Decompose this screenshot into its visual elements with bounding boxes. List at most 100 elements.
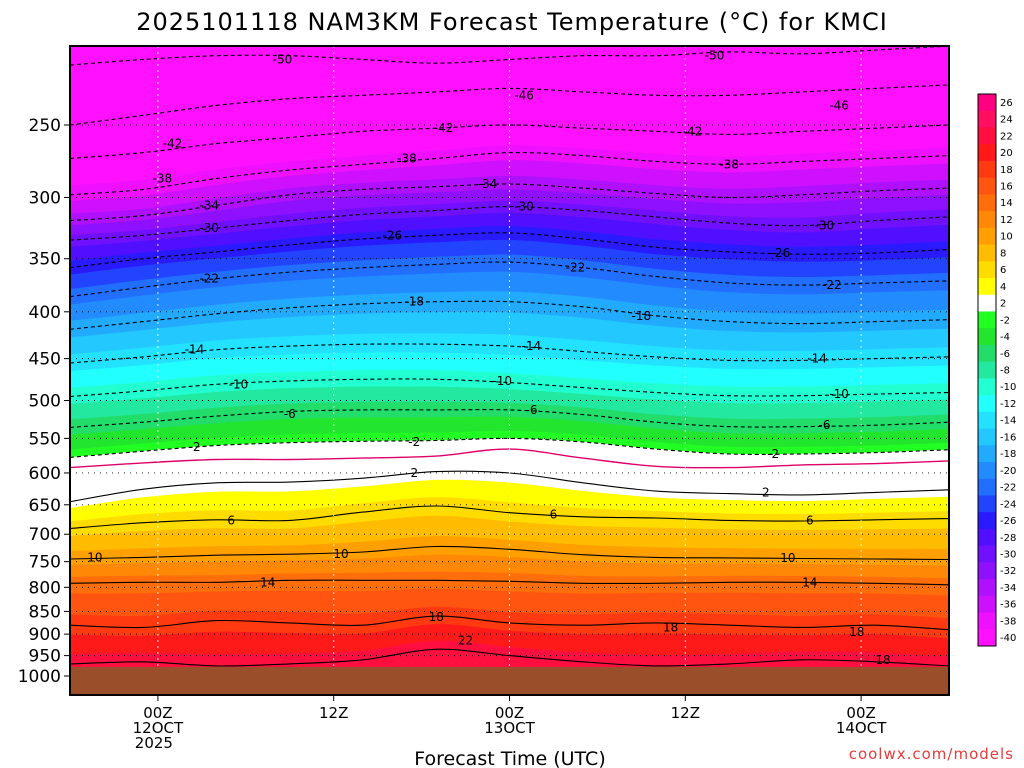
colorbar-swatch: [978, 411, 996, 430]
colorbar-swatch: [978, 110, 996, 128]
contour-label: 6: [806, 513, 814, 527]
colorbar-label: 6: [1000, 265, 1006, 276]
colorbar-label: -20: [1000, 466, 1016, 477]
colorbar-label: -40: [1000, 633, 1016, 644]
contour-label: -50: [273, 52, 293, 66]
contour-label: -14: [522, 339, 542, 353]
y-tick-label: 600: [29, 464, 61, 484]
y-tick-label: 650: [29, 496, 61, 516]
contour-label: -46: [514, 88, 534, 102]
y-tick-label: 900: [29, 625, 61, 645]
colorbar-label: -2: [1000, 315, 1010, 326]
contour-label: 6: [550, 507, 558, 521]
contour-label: -30: [199, 221, 219, 235]
contour-label: 10: [87, 550, 102, 564]
contour-label: -2: [189, 440, 201, 454]
colorbar-label: -28: [1000, 533, 1016, 544]
colorbar-swatch: [978, 144, 996, 162]
colorbar-swatch: [978, 227, 996, 246]
colorbar-label: -36: [1000, 600, 1016, 611]
colorbar-swatch: [978, 127, 996, 145]
colorbar-label: -14: [1000, 416, 1016, 427]
isotherm--18: [70, 300, 949, 330]
isotherm--38: [70, 151, 949, 196]
colorbar-swatch: [978, 445, 996, 463]
colorbar-swatch: [978, 478, 996, 496]
colorbar-label: 12: [1000, 215, 1013, 226]
colorbar-swatch: [978, 328, 996, 346]
colorbar-label: -16: [1000, 432, 1016, 443]
x-tick-label: 14OCT: [836, 719, 887, 737]
contour-label: 6: [227, 513, 235, 527]
contour-label: 10: [333, 547, 348, 561]
colorbar-label: 22: [1000, 131, 1013, 142]
colorbar-label: -22: [1000, 483, 1016, 494]
isotherm-22: [70, 648, 949, 667]
contour-label: 18: [663, 620, 678, 634]
colorbar-label: -34: [1000, 583, 1016, 594]
colorbar-label: -10: [1000, 382, 1016, 393]
colorbar-swatch: [978, 194, 996, 212]
colorbar-swatch: [978, 344, 996, 363]
contour-label: -42: [163, 137, 183, 151]
colorbar-label: -38: [1000, 616, 1016, 627]
contour-label: -30: [815, 219, 835, 233]
y-tick-label: 1000: [18, 667, 61, 687]
x-tick-label: 00Z: [846, 704, 875, 722]
contour-label: -18: [404, 295, 424, 309]
colorbar-swatch: [978, 612, 996, 630]
contour-label: -14: [185, 343, 205, 357]
contour-label: 10: [780, 551, 795, 565]
colorbar-swatch: [978, 94, 996, 112]
contour-label: -18: [632, 309, 652, 323]
colorbar-swatch: [978, 562, 996, 580]
isotherm--42: [70, 124, 949, 160]
x-tick-label: 00Z: [143, 704, 172, 722]
y-tick-label: 350: [29, 250, 61, 270]
colorbar-swatch: [978, 512, 996, 530]
colorbar-swatch: [978, 294, 996, 312]
colorbar-label: 18: [1000, 165, 1013, 176]
y-tick-label: 500: [29, 392, 61, 412]
y-tick-label: 800: [29, 578, 61, 598]
contour-label: 18: [429, 610, 444, 624]
colorbar-swatch: [978, 595, 996, 614]
contour-label: -22: [822, 278, 842, 292]
colorbar-swatch: [978, 311, 996, 329]
contour-label: -34: [478, 177, 498, 191]
colorbar-swatch: [978, 211, 996, 229]
contour-label: -2: [408, 435, 420, 449]
colorbar-label: -12: [1000, 399, 1016, 410]
contour-label: -42: [434, 121, 454, 135]
colorbar-swatch: [978, 428, 996, 446]
contour-label: -38: [397, 152, 417, 166]
contour-label: -10: [492, 374, 512, 388]
contour-label: -6: [284, 407, 296, 421]
colorbar-label: 8: [1000, 248, 1006, 259]
colorbar-label: -32: [1000, 566, 1016, 577]
x-tick-label: 13OCT: [484, 719, 535, 737]
colorbar-swatch: [978, 528, 996, 547]
y-tick-label: 750: [29, 553, 61, 573]
colorbar-frame: [977, 93, 997, 647]
colorbar-label: 26: [1000, 98, 1013, 109]
y-tick-label: 400: [29, 303, 61, 323]
contour-label: -22: [566, 261, 586, 275]
contour-label: -50: [705, 49, 725, 63]
contour-label: -42: [683, 124, 703, 138]
contour-label: 2: [762, 485, 770, 499]
colorbar-label: -24: [1000, 499, 1016, 510]
colorbar-swatch: [978, 278, 996, 296]
colorbar-label: -8: [1000, 366, 1010, 377]
colorbar-swatch: [978, 629, 996, 647]
colorbar-label: -6: [1000, 349, 1010, 360]
contour-label: -6: [818, 418, 830, 432]
colorbar-swatch: [978, 244, 996, 262]
colorbar-label: -26: [1000, 516, 1016, 527]
colorbar-label: 24: [1000, 115, 1013, 126]
x-tick-label: 2025: [135, 734, 173, 752]
contour-label: -26: [771, 246, 791, 260]
contour-label: 18: [875, 653, 890, 667]
